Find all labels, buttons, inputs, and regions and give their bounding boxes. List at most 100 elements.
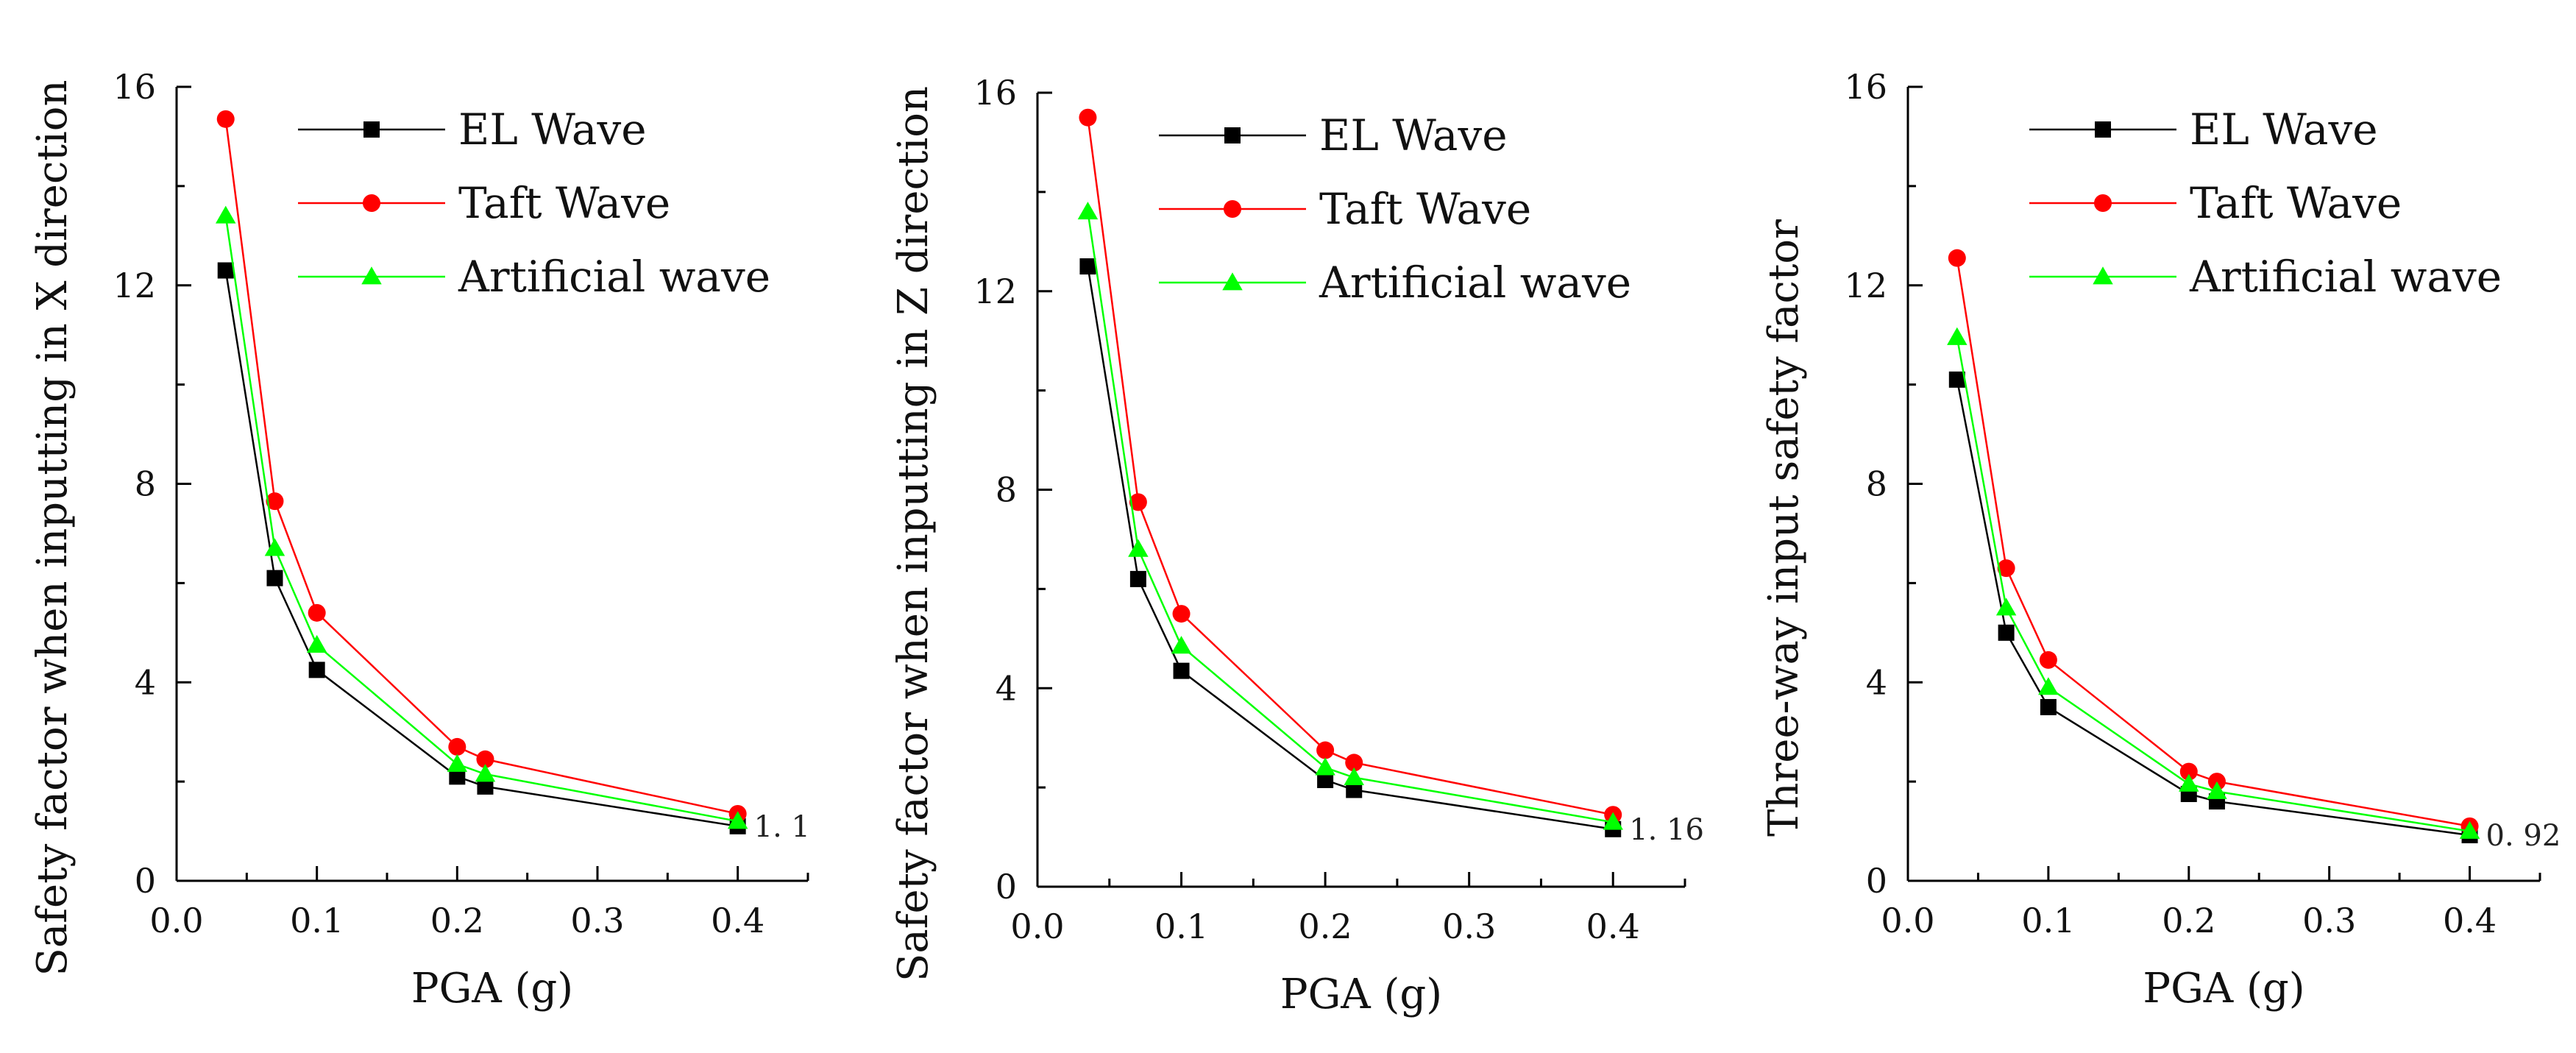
data-point-marker <box>1315 757 1335 776</box>
y-tick-label: 4 <box>996 668 1017 708</box>
data-point-marker <box>1079 108 1097 127</box>
data-point-marker <box>1948 249 1966 267</box>
data-point-marker <box>217 262 234 279</box>
chart-panel-3: 0.0 0.1 0.2 0.3 0.4 0 4 8 12 16 PGA (g) Three-way i… <box>1760 67 2561 1013</box>
x-tick-label: 0.1 <box>1154 907 1208 946</box>
data-point-marker <box>448 737 466 756</box>
x-tick-label: 0.4 <box>1586 907 1640 946</box>
data-point-marker <box>1171 636 1192 654</box>
chart-panel-2: 0.0 0.1 0.2 0.3 0.4 0 4 8 12 16 PGA (g) Safety fact… <box>890 73 1704 1018</box>
data-point-marker <box>1344 767 1364 785</box>
data-point-marker <box>1603 812 1623 830</box>
y-tick-label: 16 <box>973 73 1017 113</box>
data-point-marker <box>1947 327 1968 345</box>
y-axis-title: Three-way input safety factor <box>1760 219 1808 837</box>
series-line <box>1956 379 2470 837</box>
y-axis-title: Safety factor when inputting in Z direct… <box>890 86 937 982</box>
series-line <box>1087 266 1614 831</box>
data-point-marker <box>1128 539 1149 557</box>
data-point-marker <box>1346 781 1363 798</box>
data-point-marker <box>1345 754 1363 772</box>
series-line <box>1087 117 1614 816</box>
chart-panel-1: 0.0 0.1 0.2 0.3 0.4 0 4 8 12 16 PGA (g) Safety fact… <box>29 67 810 1013</box>
data-point-marker <box>2207 781 2227 799</box>
x-tick-label: 0.1 <box>290 901 344 940</box>
y-tick-label: 4 <box>1866 662 1887 702</box>
data-point-marker <box>1316 741 1335 759</box>
data-point-marker <box>1173 662 1190 679</box>
x-tick-label: 0.2 <box>1299 907 1352 946</box>
x-axis-title: PGA (g) <box>411 965 573 1013</box>
data-point-marker <box>1077 202 1099 220</box>
legend-label: Taft Wave <box>2190 178 2402 228</box>
y-tick-label: 0 <box>996 867 1017 907</box>
legend-label: Taft Wave <box>1319 184 1531 234</box>
data-point-marker <box>447 754 468 772</box>
legend-label: Taft Wave <box>458 178 670 228</box>
series-line <box>1087 211 1614 823</box>
series-line <box>224 216 738 823</box>
data-point-marker <box>2040 698 2057 715</box>
data-point-marker <box>727 811 748 829</box>
legend-marker <box>1224 200 1241 218</box>
data-point-marker <box>2039 650 2057 669</box>
x-tick-label: 0.2 <box>430 901 484 940</box>
x-tick-label: 0.0 <box>1010 907 1064 946</box>
series-line <box>1956 258 2470 828</box>
data-point-marker <box>308 603 326 622</box>
legend-marker <box>2094 194 2112 212</box>
y-axis-title: Safety factor when inputting in X direct… <box>29 79 77 976</box>
y-tick-label: 16 <box>113 67 156 107</box>
series-line <box>224 118 738 815</box>
data-point-marker <box>1129 570 1146 587</box>
data-point-marker <box>306 634 327 653</box>
data-point-marker <box>476 750 494 768</box>
data-point-marker <box>266 570 283 586</box>
data-point-marker <box>1079 258 1096 275</box>
legend-label: EL Wave <box>458 104 647 155</box>
y-tick-label: 4 <box>135 662 156 702</box>
data-point-marker <box>1129 493 1147 511</box>
data-point-marker <box>215 205 236 224</box>
legend-label: EL Wave <box>1319 110 1508 160</box>
legend-marker <box>2093 266 2113 285</box>
data-point-marker <box>477 778 494 795</box>
data-point-marker <box>264 538 285 556</box>
x-tick-label: 0.3 <box>2302 901 2356 940</box>
legend-label: EL Wave <box>2190 104 2378 155</box>
legend-label: Artificial wave <box>458 252 770 302</box>
legend-marker <box>1222 272 1243 291</box>
legend-marker <box>2095 121 2111 138</box>
x-tick-label: 0.3 <box>1442 907 1496 946</box>
legend-marker <box>361 266 382 285</box>
data-point-marker <box>2038 677 2059 695</box>
data-point-marker <box>2179 773 2199 792</box>
y-tick-label: 8 <box>1866 464 1887 504</box>
data-point-marker <box>266 492 284 511</box>
data-point-marker <box>1317 772 1334 789</box>
data-point-marker <box>475 764 496 782</box>
y-tick-label: 8 <box>135 464 156 504</box>
legend-label: Artificial wave <box>2189 252 2502 302</box>
data-point-marker <box>449 768 466 785</box>
y-tick-label: 12 <box>113 266 156 305</box>
legend-marker <box>363 194 380 212</box>
x-tick-label: 0.4 <box>2443 901 2497 940</box>
y-tick-label: 12 <box>1844 266 1887 305</box>
data-point-marker <box>216 110 235 128</box>
series-line <box>224 270 738 828</box>
data-point-marker <box>308 662 325 678</box>
y-tick-label: 0 <box>135 861 156 901</box>
x-tick-label: 0.1 <box>2021 901 2075 940</box>
data-point-marker <box>1998 624 2015 641</box>
y-tick-label: 0 <box>1866 861 1887 901</box>
x-axis-title: PGA (g) <box>2143 965 2304 1013</box>
legend-label: Artificial wave <box>1319 258 1631 308</box>
y-tick-label: 16 <box>1844 67 1887 107</box>
y-tick-label: 8 <box>996 470 1017 510</box>
data-point-marker <box>2459 820 2480 839</box>
series-line <box>1956 337 2470 832</box>
legend-marker <box>363 121 380 138</box>
data-point-marker <box>1172 605 1191 623</box>
